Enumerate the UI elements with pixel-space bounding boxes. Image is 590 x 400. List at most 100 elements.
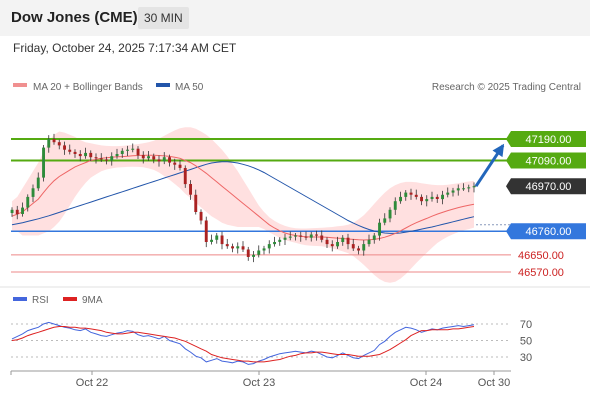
ma50-legend-swatch — [156, 83, 170, 87]
candle-body — [52, 139, 56, 143]
candle-body — [262, 248, 266, 251]
timeframe-button[interactable]: 30 MIN — [138, 7, 189, 29]
ma20-legend-swatch — [13, 83, 27, 87]
rsi-tick-label: 30 — [520, 352, 532, 364]
candle-body — [105, 159, 108, 161]
candle-body — [304, 236, 308, 238]
candle-body — [420, 196, 423, 202]
candle-body — [330, 244, 334, 247]
rsi-legend-swatch — [13, 297, 27, 301]
candlesticks — [10, 133, 476, 263]
candle-body — [351, 244, 355, 249]
candle-body — [472, 186, 476, 188]
level-label: 46570.00 — [518, 267, 564, 279]
rsi-line — [11, 321, 475, 365]
rsi-legend: RSI 9MA — [13, 295, 103, 306]
candle-body — [288, 236, 292, 238]
candle-body — [115, 154, 119, 157]
x-tick-label: Oct 30 — [478, 377, 510, 389]
price-levels — [11, 138, 511, 273]
level-label: 46760.00 — [526, 226, 572, 238]
candle-body — [294, 235, 297, 237]
candle-body — [241, 246, 245, 250]
candle-body — [131, 148, 135, 150]
rsi-tick-label: 50 — [520, 336, 532, 348]
candle-body — [299, 235, 303, 237]
candle-body — [31, 188, 35, 197]
rsi-ma-legend-swatch — [63, 297, 77, 301]
level-label: 46650.00 — [518, 250, 564, 262]
candle-body — [362, 244, 366, 251]
candle-body — [173, 162, 177, 165]
candle-body — [152, 156, 156, 160]
candle-body — [346, 237, 350, 245]
candle-body — [451, 190, 455, 193]
level-tag-resistance — [506, 131, 586, 147]
forecast-arrow-head — [492, 143, 505, 158]
candle-body — [467, 187, 471, 189]
candle-body — [73, 151, 77, 154]
candle-body — [315, 234, 318, 236]
timestamp: Friday, October 24, 2025 7:17:34 AM CET — [13, 41, 237, 55]
candle-body — [372, 235, 376, 240]
candle-body — [425, 199, 429, 202]
candle-body — [42, 147, 45, 178]
ma20-line — [11, 154, 475, 241]
candle-body — [147, 156, 150, 159]
rsi-grid: 70 50 30 — [11, 319, 532, 364]
candle-body — [178, 164, 182, 168]
candle-body — [409, 192, 413, 195]
rsi-ma-line — [11, 326, 475, 363]
candle-body — [183, 168, 187, 185]
candle-body — [462, 188, 465, 190]
candle-body — [456, 188, 460, 191]
candle-body — [57, 142, 61, 146]
candle-body — [84, 152, 87, 157]
candle-body — [120, 150, 124, 154]
bollinger-band-area — [12, 127, 474, 283]
candle-body — [357, 248, 360, 251]
candle-body — [199, 211, 203, 221]
level-tag-current — [506, 178, 586, 195]
candle-body — [341, 237, 345, 242]
candle-body — [367, 239, 371, 245]
candle-body — [21, 207, 24, 214]
candle-body — [225, 244, 229, 247]
candle-body — [325, 239, 329, 245]
header-bar: Dow Jones (CME) 30 MIN — [0, 0, 590, 36]
ma50-line — [11, 161, 475, 234]
candle-body — [430, 196, 434, 199]
rsi-ma-legend-label: 9MA — [82, 295, 103, 306]
candle-body — [236, 246, 240, 249]
level-tag-resistance — [506, 152, 586, 169]
rsi-legend-label: RSI — [32, 295, 49, 306]
candle-body — [215, 235, 219, 240]
candle-body — [336, 242, 339, 247]
rsi-tick-label: 70 — [520, 319, 532, 331]
x-tick-label: Oct 22 — [76, 377, 108, 389]
candle-body — [383, 218, 387, 223]
copyright-text: Research © 2025 Trading Central — [432, 82, 581, 93]
candle-body — [393, 201, 397, 210]
bollinger-bands — [12, 127, 474, 283]
candle-body — [162, 157, 166, 162]
candle-body — [435, 196, 439, 199]
candle-body — [141, 155, 145, 159]
candle-body — [257, 250, 261, 255]
candle-body — [110, 156, 114, 161]
candle-body — [126, 149, 129, 151]
level-label: 46970.00 — [526, 181, 572, 193]
candle-body — [15, 209, 19, 215]
candle-body — [136, 148, 140, 156]
candle-body — [446, 192, 450, 195]
candle-body — [220, 235, 224, 245]
ma20-legend-label: MA 20 + Bollinger Bands — [33, 82, 143, 93]
candle-body — [157, 159, 161, 162]
forecast-arrow — [474, 143, 505, 188]
candle-body — [278, 239, 282, 242]
candle-body — [309, 234, 313, 238]
x-tick-label: Oct 23 — [243, 377, 275, 389]
candle-body — [26, 196, 30, 208]
candle-body — [320, 235, 324, 240]
